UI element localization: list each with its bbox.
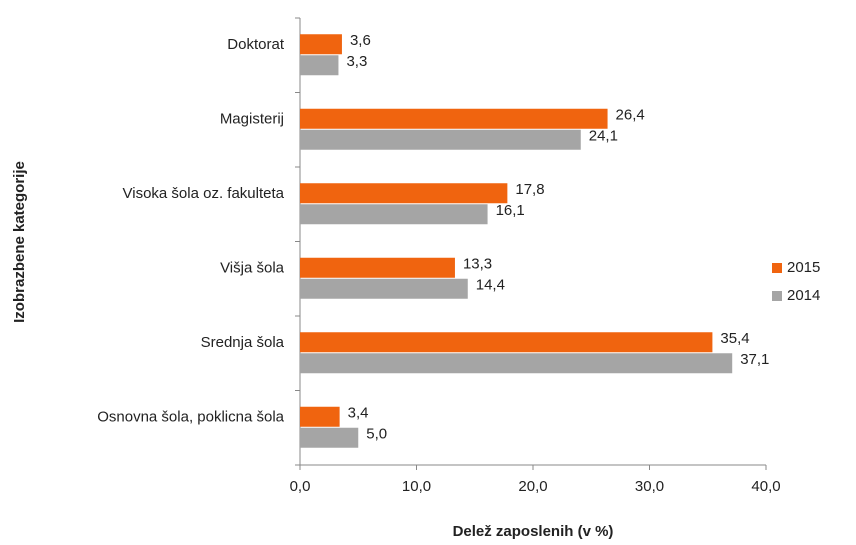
y-axis-title: Izobrazbene kategorije [11, 161, 28, 323]
bar [300, 183, 508, 204]
value-label: 17,8 [515, 181, 544, 198]
bar [300, 129, 581, 150]
x-axis-title: Delež zaposlenih (v %) [453, 523, 614, 540]
y-tick-label: Doktorat [227, 36, 285, 53]
value-label: 35,4 [720, 330, 749, 347]
x-tick-label: 0,0 [290, 478, 311, 495]
legend-swatch [772, 291, 782, 301]
legend-swatch [772, 263, 782, 273]
bar [300, 427, 359, 448]
bar [300, 204, 488, 225]
x-tick-label: 40,0 [751, 478, 780, 495]
bar [300, 257, 455, 278]
bar [300, 108, 608, 129]
legend-label: 2014 [787, 287, 820, 304]
y-tick-label: Višja šola [220, 260, 285, 277]
value-label: 5,0 [366, 426, 387, 443]
y-tick-label: Magisterij [220, 111, 284, 128]
bar [300, 55, 339, 76]
bar [300, 406, 340, 427]
value-label: 3,6 [350, 32, 371, 49]
value-label: 26,4 [616, 107, 645, 124]
bar [300, 353, 733, 374]
bar [300, 34, 342, 55]
x-tick-label: 20,0 [518, 478, 547, 495]
value-label: 16,1 [496, 202, 525, 219]
y-tick-label: Visoka šola oz. fakulteta [123, 185, 285, 202]
value-label: 14,4 [476, 277, 505, 294]
bar [300, 332, 713, 353]
value-label: 24,1 [589, 128, 618, 145]
x-tick-label: 10,0 [402, 478, 431, 495]
y-tick-label: Osnovna šola, poklicna šola [97, 409, 284, 426]
value-label: 13,3 [463, 256, 492, 273]
value-label: 37,1 [740, 351, 769, 368]
legend-label: 2015 [787, 259, 820, 276]
x-tick-label: 30,0 [635, 478, 664, 495]
bar [300, 278, 468, 299]
y-tick-label: Srednja šola [201, 334, 285, 351]
value-label: 3,4 [348, 405, 369, 422]
value-label: 3,3 [346, 53, 367, 70]
